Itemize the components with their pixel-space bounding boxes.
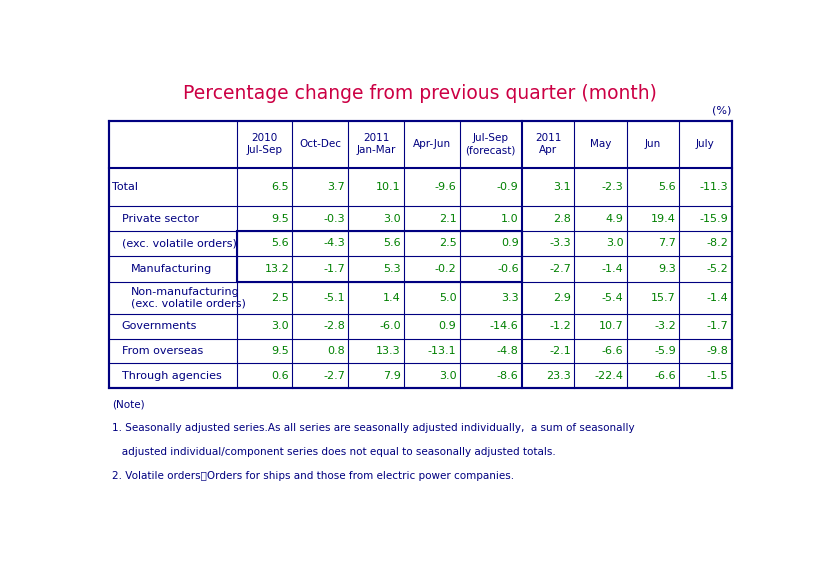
Text: adjusted individual/component series does not equal to seasonally adjusted total: adjusted individual/component series doe…	[112, 447, 555, 457]
Text: 1.0: 1.0	[500, 214, 518, 224]
Text: -8.2: -8.2	[706, 238, 727, 249]
Text: -1.5: -1.5	[706, 371, 727, 381]
Text: -1.7: -1.7	[706, 321, 727, 331]
Text: -15.9: -15.9	[699, 214, 727, 224]
Text: 2.1: 2.1	[438, 214, 456, 224]
Text: Total: Total	[112, 182, 138, 192]
Text: 9.5: 9.5	[271, 214, 289, 224]
Text: 3.0: 3.0	[382, 214, 400, 224]
Text: 15.7: 15.7	[650, 293, 675, 303]
Text: 19.4: 19.4	[650, 214, 675, 224]
Text: Governments: Governments	[121, 321, 197, 331]
Text: -0.2: -0.2	[434, 264, 456, 274]
Text: 4.9: 4.9	[605, 214, 622, 224]
Text: -6.6: -6.6	[654, 371, 675, 381]
Text: -2.8: -2.8	[323, 321, 345, 331]
Text: 1.4: 1.4	[382, 293, 400, 303]
Text: -5.4: -5.4	[601, 293, 622, 303]
Text: -8.6: -8.6	[496, 371, 518, 381]
Text: 5.6: 5.6	[382, 238, 400, 249]
Text: -2.7: -2.7	[549, 264, 571, 274]
Text: 5.6: 5.6	[658, 182, 675, 192]
Text: 2010
Jul-Sep: 2010 Jul-Sep	[247, 134, 283, 155]
Text: 0.9: 0.9	[438, 321, 456, 331]
Text: 7.7: 7.7	[658, 238, 675, 249]
Text: 10.7: 10.7	[598, 321, 622, 331]
Text: 13.3: 13.3	[376, 346, 400, 356]
Text: Jun: Jun	[644, 139, 660, 149]
Text: -1.4: -1.4	[706, 293, 727, 303]
Text: -0.9: -0.9	[496, 182, 518, 192]
Text: -9.8: -9.8	[706, 346, 727, 356]
Text: 7.9: 7.9	[382, 371, 400, 381]
Text: Apr-Jun: Apr-Jun	[412, 139, 450, 149]
Text: -13.1: -13.1	[428, 346, 456, 356]
Text: 3.0: 3.0	[271, 321, 289, 331]
Text: (%): (%)	[712, 105, 731, 116]
Text: (exc. volatile orders): (exc. volatile orders)	[121, 238, 236, 249]
Text: 9.3: 9.3	[658, 264, 675, 274]
Text: -6.6: -6.6	[601, 346, 622, 356]
Text: 0.9: 0.9	[500, 238, 518, 249]
Text: 2.9: 2.9	[553, 293, 571, 303]
Text: 0.8: 0.8	[327, 346, 345, 356]
Text: -9.6: -9.6	[434, 182, 456, 192]
Text: 3.3: 3.3	[500, 293, 518, 303]
Text: 5.0: 5.0	[438, 293, 456, 303]
Text: 2.5: 2.5	[438, 238, 456, 249]
Text: -5.9: -5.9	[654, 346, 675, 356]
Text: From overseas: From overseas	[121, 346, 202, 356]
Text: -0.6: -0.6	[496, 264, 518, 274]
Text: Jul-Sep
(forecast): Jul-Sep (forecast)	[465, 134, 515, 155]
Text: -14.6: -14.6	[489, 321, 518, 331]
Text: -3.2: -3.2	[654, 321, 675, 331]
Text: (Note): (Note)	[112, 399, 144, 409]
Text: 3.0: 3.0	[605, 238, 622, 249]
Text: 5.6: 5.6	[271, 238, 289, 249]
Text: 6.5: 6.5	[271, 182, 289, 192]
Text: 23.3: 23.3	[545, 371, 571, 381]
Text: 5.3: 5.3	[382, 264, 400, 274]
Text: -1.2: -1.2	[549, 321, 571, 331]
Text: Manufacturing: Manufacturing	[131, 264, 212, 274]
Text: -6.0: -6.0	[378, 321, 400, 331]
Text: Through agencies: Through agencies	[121, 371, 221, 381]
Text: 2.8: 2.8	[553, 214, 571, 224]
Text: -4.8: -4.8	[496, 346, 518, 356]
Text: -0.3: -0.3	[323, 214, 345, 224]
Text: Non-manufacturing
(exc. volatile orders): Non-manufacturing (exc. volatile orders)	[131, 287, 246, 308]
Text: 2. Volatile orders：Orders for ships and those from electric power companies.: 2. Volatile orders：Orders for ships and …	[112, 471, 514, 481]
Text: July: July	[695, 139, 714, 149]
Text: -3.3: -3.3	[549, 238, 571, 249]
Text: -22.4: -22.4	[594, 371, 622, 381]
Text: 9.5: 9.5	[271, 346, 289, 356]
Text: May: May	[589, 139, 610, 149]
Text: 2011
Apr: 2011 Apr	[534, 134, 560, 155]
Text: -2.3: -2.3	[601, 182, 622, 192]
Text: 1. Seasonally adjusted series.As all series are seasonally adjusted individually: 1. Seasonally adjusted series.As all ser…	[112, 423, 634, 433]
Text: 10.1: 10.1	[376, 182, 400, 192]
Text: Private sector: Private sector	[121, 214, 198, 224]
Text: -11.3: -11.3	[699, 182, 727, 192]
Text: Oct-Dec: Oct-Dec	[299, 139, 341, 149]
Text: 3.0: 3.0	[438, 371, 456, 381]
Text: 3.1: 3.1	[553, 182, 571, 192]
Text: 2.5: 2.5	[271, 293, 289, 303]
Text: Percentage change from previous quarter (month): Percentage change from previous quarter …	[183, 84, 656, 102]
Text: -4.3: -4.3	[323, 238, 345, 249]
Text: 2011
Jan-Mar: 2011 Jan-Mar	[356, 134, 396, 155]
Text: -1.4: -1.4	[601, 264, 622, 274]
Text: -5.1: -5.1	[323, 293, 345, 303]
Text: 13.2: 13.2	[265, 264, 289, 274]
Text: -5.2: -5.2	[706, 264, 727, 274]
Text: -2.1: -2.1	[549, 346, 571, 356]
Text: -2.7: -2.7	[323, 371, 345, 381]
Text: 0.6: 0.6	[271, 371, 289, 381]
Text: 3.7: 3.7	[327, 182, 345, 192]
Text: -1.7: -1.7	[323, 264, 345, 274]
